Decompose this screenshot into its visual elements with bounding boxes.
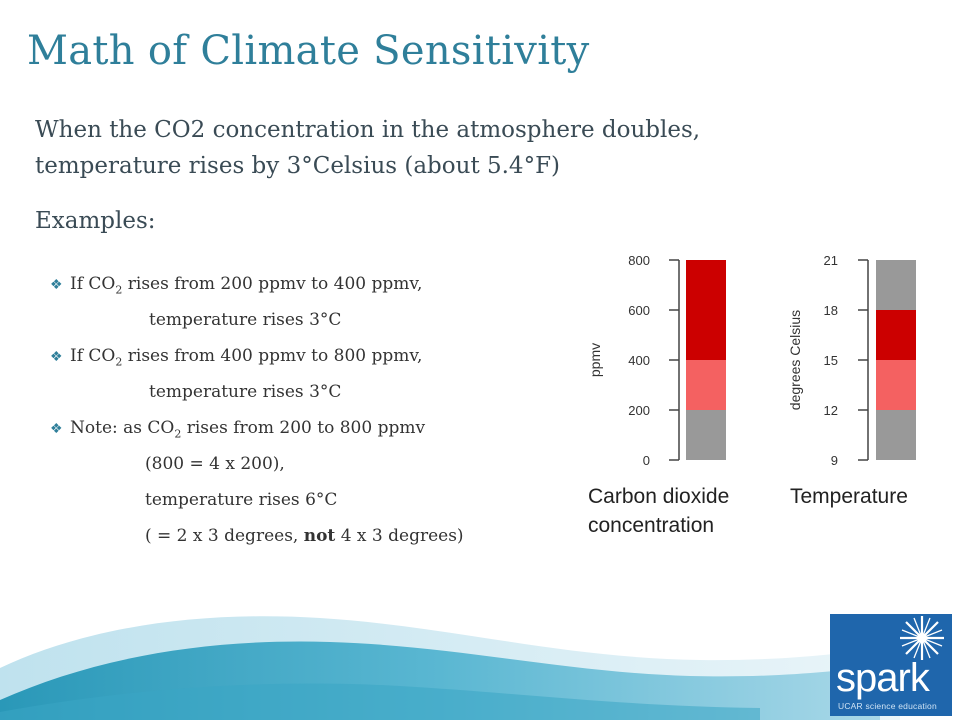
chart1-bar-segment-2: [686, 360, 726, 410]
bullet-2-post: rises from 400 ppmv to 800 ppmv,: [122, 346, 423, 366]
bullet-3-continuation-1: (800 = 4 x 200),: [145, 454, 285, 474]
diamond-bullet-icon: ❖: [50, 276, 63, 293]
bullet-3-pre: Note: as CO: [70, 418, 175, 438]
chart1-tick-label: 200: [628, 403, 650, 418]
bullet-3-post: rises from 200 to 800 ppmv: [181, 418, 426, 438]
chart1-tick-label: 400: [628, 353, 650, 368]
spark-logo: spark UCAR science education: [830, 614, 952, 716]
intro-text: When the CO2 concentration in the atmosp…: [35, 112, 875, 184]
intro-line-1: When the CO2 concentration in the atmosp…: [35, 117, 701, 143]
bullet-3: ❖ Note: as CO2 rises from 200 to 800 ppmv: [50, 410, 590, 446]
bullet-3-continuation-3: ( = 2 x 3 degrees, not 4 x 3 degrees): [50, 518, 590, 554]
diamond-bullet-icon: ❖: [50, 348, 63, 365]
bullet-1-continuation: temperature rises 3°C: [149, 310, 342, 330]
examples-label: Examples:: [35, 208, 156, 234]
bullet-1-pre: If CO: [70, 274, 116, 294]
chart2-tick-label: 18: [824, 303, 838, 318]
logo-subtitle: UCAR science education: [838, 701, 937, 711]
chart2-tick-label: 21: [824, 253, 838, 268]
chart2-bar-segment-2: [876, 360, 916, 410]
chart1-title-line-1: Carbon dioxide: [588, 485, 729, 508]
chart2-bar-segment-3: [876, 310, 916, 360]
chart2-bar-segment-4: [876, 260, 916, 310]
decorative-wave: [0, 616, 900, 720]
bullet-3-cont3-post: 4 x 3 degrees): [335, 526, 464, 546]
chart2-bar-segment-1: [876, 410, 916, 460]
intro-line-2: temperature rises by 3°Celsius (about 5.…: [35, 153, 561, 179]
logo-word: spark: [836, 656, 930, 700]
chart1-bar-segment-3: [686, 260, 726, 360]
bullet-1: ❖ If CO2 rises from 200 ppmv to 400 ppmv,: [50, 266, 590, 302]
diamond-bullet-icon: ❖: [50, 420, 63, 437]
slide-title: Math of Climate Sensitivity: [27, 28, 590, 74]
chart1-tick-label: 0: [643, 453, 650, 468]
chart2-tick-label: 15: [824, 353, 838, 368]
bullet-1-sub: 2: [115, 283, 123, 297]
bullet-3-cont3-bold: not: [303, 526, 336, 546]
starburst-icon: [900, 616, 944, 660]
chart1-title-line-2: concentration: [588, 514, 714, 537]
bullet-3-sub: 2: [174, 427, 182, 441]
example-bullets: ❖ If CO2 rises from 200 ppmv to 400 ppmv,…: [50, 266, 590, 554]
bullet-2-pre: If CO: [70, 346, 116, 366]
bullet-2-continuation: temperature rises 3°C: [149, 382, 342, 402]
bullet-1-post: rises from 200 ppmv to 400 ppmv,: [122, 274, 423, 294]
chart1-bar-segment-1: [686, 410, 726, 460]
bullet-3-cont3-pre: ( = 2 x 3 degrees,: [145, 526, 304, 546]
chart1-tick-label: 600: [628, 303, 650, 318]
chart1-tick-label: 800: [628, 253, 650, 268]
bullet-2: ❖ If CO2 rises from 400 ppmv to 800 ppmv,: [50, 338, 590, 374]
chart2-y-label: degrees Celsius: [787, 310, 803, 410]
bullet-3-continuation-2: temperature rises 6°C: [145, 490, 338, 510]
chart2-tick-label: 9: [831, 453, 838, 468]
bullet-2-sub: 2: [115, 355, 123, 369]
chart2-tick-label: 12: [824, 403, 838, 418]
chart2-title-line-1: Temperature: [790, 485, 908, 508]
